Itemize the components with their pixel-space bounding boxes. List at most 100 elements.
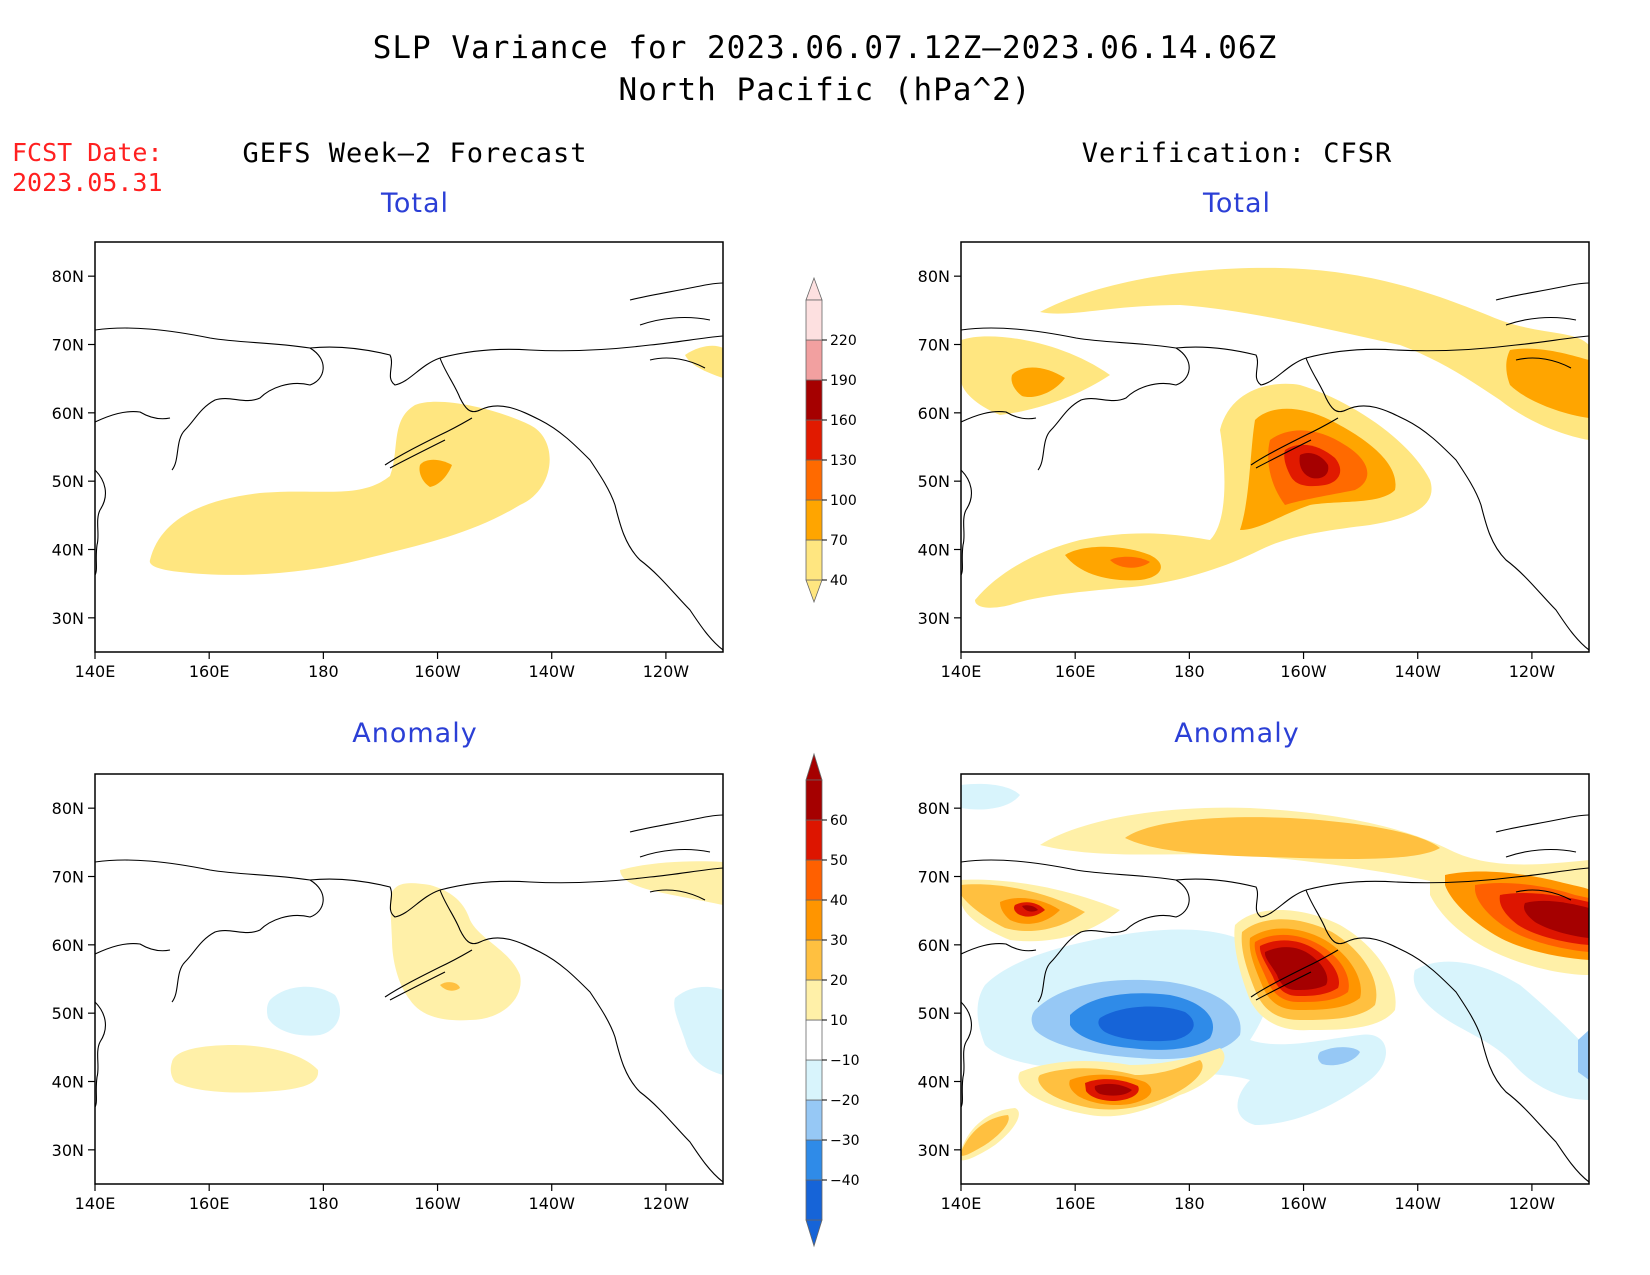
gefs-anomaly-10-north <box>390 883 521 1021</box>
cfsr-total-lon-label: 140W <box>1395 662 1442 681</box>
gefs-anomaly-lat-label: 30N <box>52 1141 84 1160</box>
colorbar-anomaly-label: 20 <box>830 973 848 989</box>
gefs-total-lon-label: 180 <box>308 662 339 681</box>
japan-coast <box>95 469 106 576</box>
colorbar-total-label: 130 <box>830 453 857 469</box>
gefs-total-map <box>149 345 723 575</box>
colorbar-anomaly-swatch <box>805 859 823 901</box>
alaska-coast <box>439 335 723 651</box>
colorbar-anomaly-label: −20 <box>830 1093 860 1109</box>
gefs-total-lat-label: 70N <box>52 336 84 355</box>
kamchatka-siberia-coast <box>95 327 324 471</box>
cfsr-anomaly-20-sw <box>961 1115 1009 1156</box>
aleutian-chain <box>384 417 473 469</box>
gefs-total-lon-label: 120W <box>643 662 690 681</box>
colorbar-anomaly-label: 30 <box>830 933 848 949</box>
gefs-total-lon-label: 140W <box>529 662 576 681</box>
cfsr-anomaly-neg10-nw <box>961 783 1020 810</box>
gefs-anomaly-lon-label: 140W <box>529 1194 576 1213</box>
colorbar-total-swatch <box>805 379 823 421</box>
canada-arctic-islands <box>629 282 723 369</box>
gefs-total-70-contour <box>419 459 452 487</box>
cfsr-total-70-south <box>1065 546 1161 581</box>
gefs-anomaly-lon-label: 140E <box>75 1194 116 1213</box>
cfsr-anomaly-lat-label: 50N <box>918 1004 950 1023</box>
gefs-total-lat-label: 50N <box>52 472 84 491</box>
cfsr-total-70-west <box>1011 367 1065 398</box>
axes-layer: 80N 70N 60N 50N 40N 30N 140E 160E 180 160W 140W 120… <box>52 267 1556 1213</box>
cfsr-anomaly-20-arc <box>1125 817 1440 859</box>
cfsr-anomaly-lat-label: 40N <box>918 1073 950 1092</box>
gefs-anomaly-lon-label: 120W <box>643 1194 690 1213</box>
forecast-date-value: 2023.05.31 <box>12 168 163 197</box>
colorbar-anomaly-top-arrow <box>805 752 823 781</box>
colorbar-total-swatch <box>805 539 823 581</box>
cfsr-anomaly-lon-label: 120W <box>1509 1194 1556 1213</box>
gefs-anomaly-lat-label: 60N <box>52 936 84 955</box>
cfsr-anomaly-60-west <box>1022 905 1038 912</box>
gefs-total-lat-label: 30N <box>52 609 84 628</box>
gefs-anomaly-neg10 <box>266 986 340 1036</box>
cfsr-anomaly-60-south <box>1094 1083 1132 1096</box>
gefs-total-lon-label: 160W <box>414 662 461 681</box>
colorbar-total-swatch <box>805 499 823 541</box>
cfsr-anomaly-neg20-e <box>1578 1030 1589 1080</box>
cfsr-total-lon-label: 160E <box>1055 662 1096 681</box>
gefs-anomaly-lat-label: 50N <box>52 1004 84 1023</box>
colorbar-total-swatch <box>805 299 823 341</box>
cfsr-total-lat-label: 60N <box>918 404 950 423</box>
colorbar-total: 40 70 100 130 160 190 220 <box>805 276 857 604</box>
colorbar-total-label: 160 <box>830 413 857 429</box>
cfsr-anomaly-neg40 <box>1098 1006 1194 1042</box>
cfsr-anomaly-60-ne <box>1524 900 1589 938</box>
cfsr-anomaly-lat-label: 30N <box>918 1141 950 1160</box>
left-anomaly-subtitle: Anomaly <box>352 718 478 749</box>
left-column-title: GEFS Week–2 Forecast <box>242 138 588 169</box>
colorbar-anomaly-swatch <box>805 779 823 821</box>
gefs-total-lat-label: 40N <box>52 541 84 560</box>
cfsr-anomaly-neg10-east <box>1413 961 1589 1100</box>
cfsr-total-lat-label: 30N <box>918 609 950 628</box>
colorbar-total-label: 70 <box>830 533 848 549</box>
colorbar-total-bottom-arrow <box>805 579 823 604</box>
gefs-total-frame <box>94 241 724 653</box>
cfsr-anomaly-60-core <box>1264 947 1328 990</box>
coastlines-gefs-total <box>95 282 723 651</box>
cfsr-anomaly-lat-label: 70N <box>918 868 950 887</box>
cfsr-total-100-south <box>1110 556 1150 568</box>
colorbar-total-label: 190 <box>830 373 857 389</box>
colorbar-anomaly-swatch <box>805 1099 823 1141</box>
cfsr-total-frame <box>960 241 1590 653</box>
right-column-title: Verification: CFSR <box>1081 138 1393 169</box>
cfsr-anomaly-lon-label: 180 <box>1174 1194 1205 1213</box>
cfsr-total-map <box>961 267 1589 608</box>
colorbar-total-swatch <box>805 419 823 461</box>
gefs-anomaly-lat-label: 40N <box>52 1073 84 1092</box>
colorbar-anomaly-bottom-arrow <box>805 1219 823 1248</box>
cfsr-anomaly-frame <box>960 773 1590 1185</box>
colorbar-anomaly-label: 40 <box>830 893 848 909</box>
colorbar-anomaly-label: −10 <box>830 1053 860 1069</box>
colorbar-anomaly-swatch <box>805 1019 823 1061</box>
chart-title-line2: North Pacific (hPa^2) <box>618 72 1032 108</box>
colorbar-anomaly-swatch <box>805 1179 823 1221</box>
chart-title-line1: SLP Variance for 2023.06.07.12Z–2023.06.… <box>372 30 1278 66</box>
cfsr-total-lon-label: 180 <box>1174 662 1205 681</box>
colorbar-anomaly-label: −30 <box>830 1133 860 1149</box>
cfsr-total-lon-label: 140E <box>941 662 982 681</box>
gefs-total-lon-label: 140E <box>75 662 116 681</box>
gefs-total-lon-label: 160E <box>189 662 230 681</box>
gefs-total-lat-label: 80N <box>52 267 84 286</box>
cfsr-anomaly-lon-label: 140E <box>941 1194 982 1213</box>
colorbar-total-top-arrow <box>805 276 823 301</box>
colorbar-anomaly-swatch <box>805 1059 823 1101</box>
gefs-total-40-contour-ne <box>685 345 723 378</box>
colorbar-total-label: 220 <box>830 333 857 349</box>
gefs-anomaly-map <box>170 861 723 1093</box>
gefs-anomaly-lat-label: 80N <box>52 799 84 818</box>
cfsr-total-lat-label: 80N <box>918 267 950 286</box>
gefs-anomaly-neg10-east <box>674 986 723 1075</box>
colorbar-total-swatch <box>805 339 823 381</box>
cfsr-anomaly-lon-label: 160W <box>1280 1194 1327 1213</box>
